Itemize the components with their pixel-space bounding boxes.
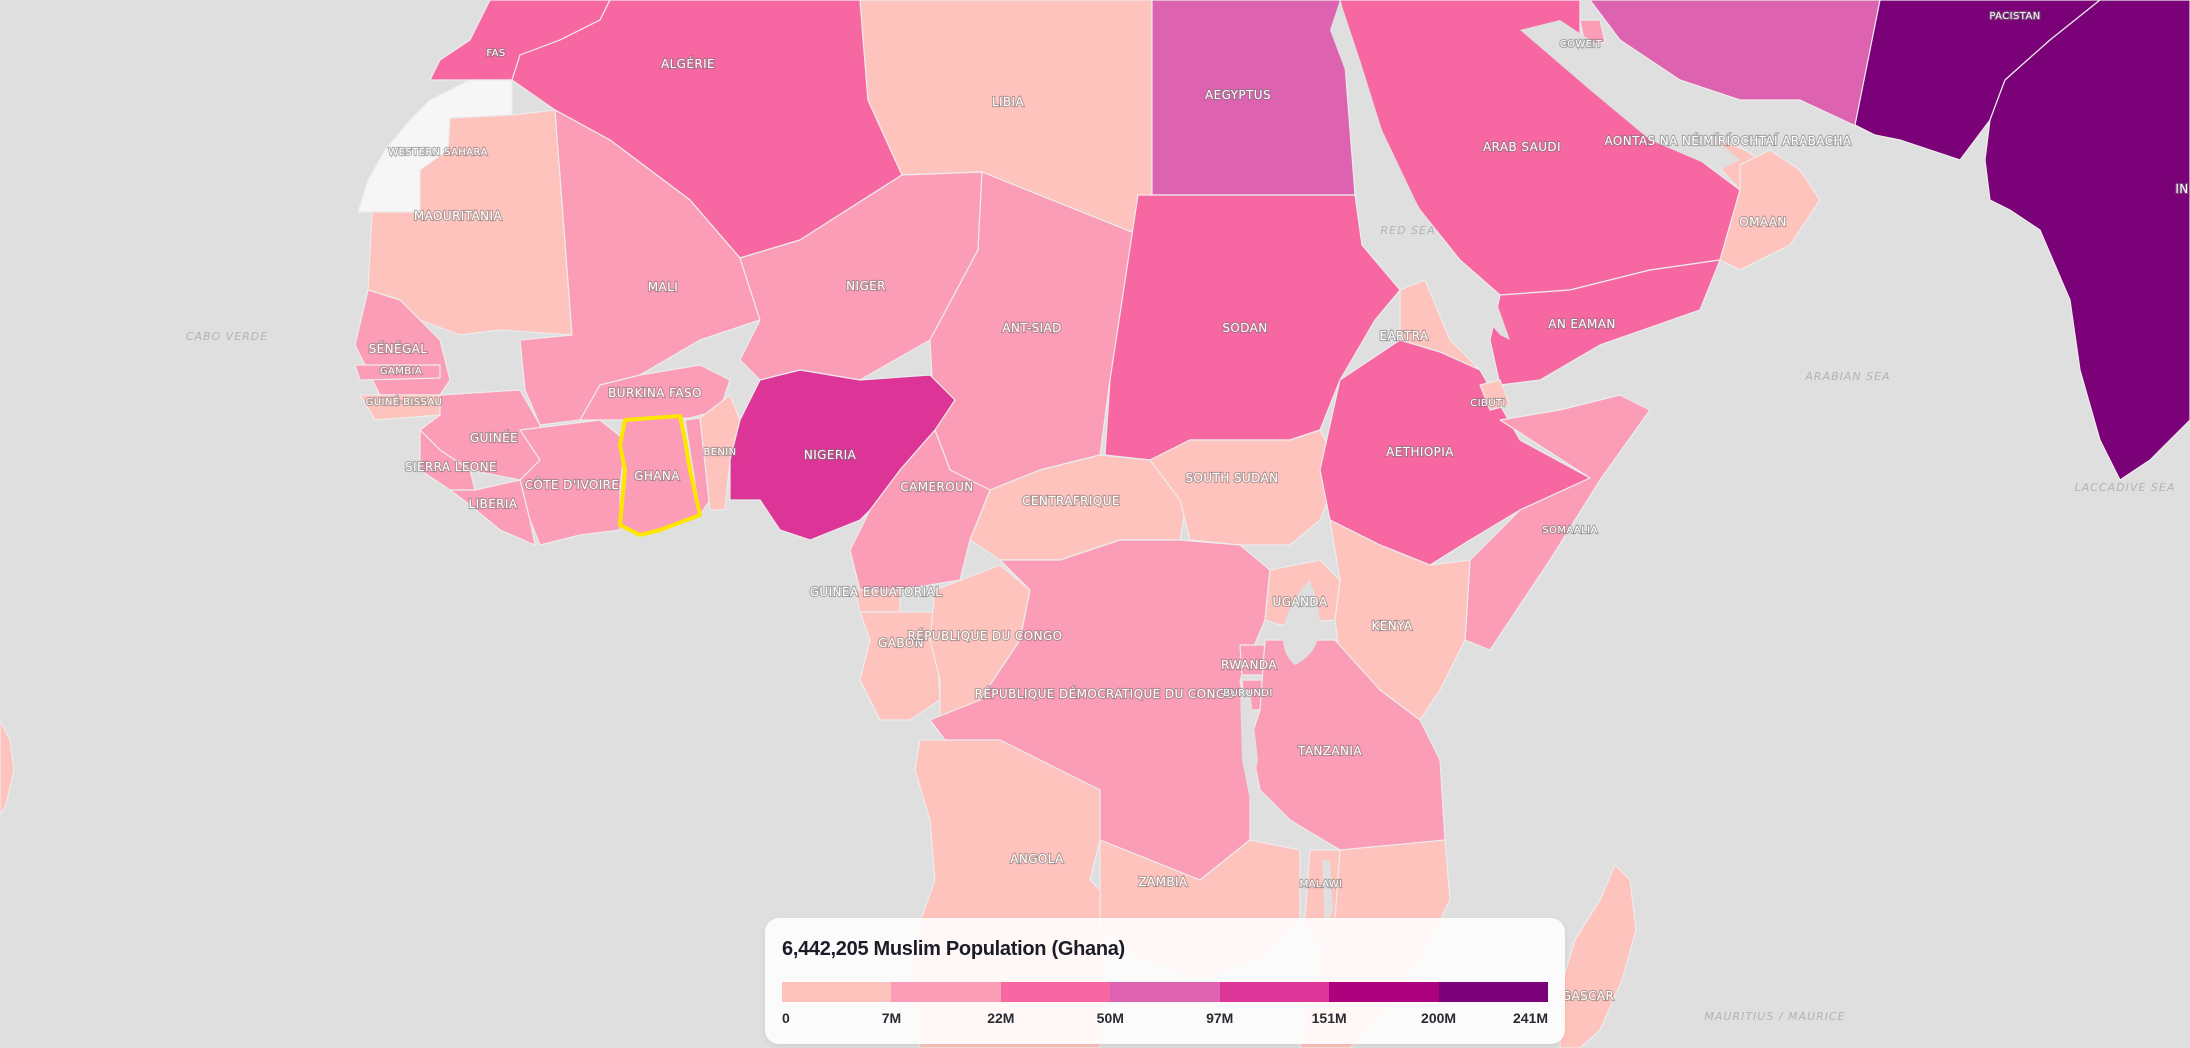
country-liberia[interactable] bbox=[449, 479, 536, 546]
label-uganda: UGANDA bbox=[1273, 595, 1328, 609]
label-cameroon: CAMEROUN bbox=[900, 480, 973, 494]
label-yemen: AN EAMAN bbox=[1548, 317, 1616, 331]
label-arabian-sea: ARABIAN SEA bbox=[1804, 370, 1890, 383]
label-malawi: MALAWI bbox=[1300, 879, 1343, 890]
legend-swatch bbox=[1329, 982, 1439, 1002]
label-oman: OMAAN bbox=[1739, 215, 1787, 229]
label-equatorial-guinea: GUINEA ECUATORIAL bbox=[810, 585, 943, 599]
ghana-selection-outline[interactable] bbox=[618, 414, 702, 537]
legend-tick-label: 22M bbox=[987, 1010, 1015, 1026]
label-fas: FAS bbox=[486, 48, 505, 59]
country-niger[interactable] bbox=[739, 171, 983, 381]
label-gambia: GAMBIA bbox=[380, 366, 422, 377]
label-cote-divoire: CÔTE D'IVOIRE bbox=[525, 477, 620, 492]
label-djibouti: CIBUTI bbox=[1470, 398, 1506, 409]
legend-swatch bbox=[1438, 982, 1548, 1002]
country-somalia[interactable] bbox=[1464, 394, 1651, 651]
label-south-sudan: SOUTH SUDAN bbox=[1185, 471, 1278, 485]
label-somalia: SOMAALIA bbox=[1542, 525, 1597, 536]
lake-victoria bbox=[1283, 580, 1320, 665]
label-madagascar: GASCAR bbox=[1562, 989, 1614, 1003]
label-mauritius: MAURITIUS / MAURICE bbox=[1704, 1010, 1845, 1023]
label-mali: MALI bbox=[648, 280, 678, 294]
country-labels: FAS ALGÉRIE LIBIA AEGYPTUS WESTERN SAHAR… bbox=[365, 10, 2190, 1004]
country-gambia[interactable] bbox=[354, 364, 441, 381]
legend-tick-label: 7M bbox=[881, 1010, 902, 1026]
label-niger: NIGER bbox=[846, 279, 886, 293]
legend-swatch bbox=[891, 982, 1001, 1002]
persian-gulf bbox=[1520, 20, 1740, 170]
legend-tick-label: 97M bbox=[1206, 1010, 1234, 1026]
label-mauritania: MAOURITANIA bbox=[414, 209, 503, 223]
label-car: CENTRAFRIQUE bbox=[1022, 494, 1120, 508]
label-ghana: GHANA bbox=[634, 469, 680, 483]
label-libia: LIBIA bbox=[992, 95, 1025, 109]
label-rwanda: RWANDA bbox=[1221, 658, 1277, 672]
country-guinea[interactable] bbox=[419, 389, 541, 481]
lake-tanganyika bbox=[1240, 690, 1258, 800]
legend-tick-label: 50M bbox=[1096, 1010, 1124, 1026]
label-liberia: LIBERIA bbox=[469, 497, 518, 511]
legend-tick-label: 151M bbox=[1311, 1010, 1347, 1026]
red-sea bbox=[1330, 0, 1510, 340]
label-saudi: ARAB SAUDI bbox=[1483, 140, 1561, 154]
label-ethiopia: AETHIOPIA bbox=[1386, 445, 1454, 459]
country-cote-divoire[interactable] bbox=[519, 419, 626, 546]
country-yemen[interactable] bbox=[1489, 259, 1721, 386]
legend-tick-label: 0 bbox=[782, 1010, 790, 1026]
label-kuwait: COWEIT bbox=[1560, 39, 1603, 50]
label-uae: AONTAS NA NÉIMÍRÍOCHTAÍ ARABACHA bbox=[1604, 133, 1851, 148]
label-guinea: GUINÉE bbox=[470, 430, 518, 445]
label-zambia: ZAMBIA bbox=[1138, 875, 1188, 889]
country-madagascar[interactable] bbox=[1559, 864, 1637, 1048]
legend-swatch bbox=[1110, 982, 1220, 1002]
label-chad: ANT-SIAD bbox=[1002, 321, 1062, 335]
label-cabo-verde: CABO VERDE bbox=[186, 330, 268, 343]
label-sierra-leone: SIERRA LEONE bbox=[405, 460, 497, 474]
legend-swatch bbox=[1219, 982, 1330, 1002]
legend-swatch bbox=[1000, 982, 1111, 1002]
label-red-sea: RED SEA bbox=[1380, 224, 1435, 237]
country-india[interactable] bbox=[1984, 0, 2190, 481]
country-djibouti[interactable] bbox=[1479, 379, 1511, 411]
lake-malawi bbox=[1322, 860, 1333, 930]
country-kenya[interactable] bbox=[1329, 519, 1471, 721]
legend-title: 6,442,205 Muslim Population (Ghana) bbox=[782, 938, 1125, 960]
place-labels: CABO VERDE RED SEA ARABIAN SEA LACCADIVE… bbox=[186, 224, 2176, 1023]
country-burkina-faso[interactable] bbox=[579, 364, 731, 421]
country-oman[interactable] bbox=[1719, 149, 1821, 271]
label-aegyptus: AEGYPTUS bbox=[1205, 88, 1271, 102]
label-eritrea: EARTRA bbox=[1379, 329, 1428, 343]
label-kenya: KENYA bbox=[1371, 619, 1412, 633]
label-pakistan: PACISTAN bbox=[1989, 11, 2040, 22]
label-india: IN bbox=[2175, 182, 2188, 196]
label-benin: BENIN bbox=[703, 447, 736, 458]
label-gabon: GABON bbox=[878, 636, 924, 650]
label-laccadive-sea: LACCADIVE SEA bbox=[2075, 481, 2176, 494]
legend-color-scale bbox=[782, 982, 1548, 1002]
label-senegal: SÉNÉGAL bbox=[369, 341, 428, 356]
label-burundi: BURUNDI bbox=[1223, 688, 1272, 699]
label-nigeria: NIGERIA bbox=[804, 448, 857, 462]
label-tanzania: TANZANIA bbox=[1297, 744, 1362, 758]
label-burkina-faso: BURKINA FASO bbox=[608, 386, 702, 400]
legend-ticks: 0 7M 22M 50M 97M 151M 200M 241M bbox=[782, 1010, 1548, 1030]
label-drc: RÉPUBLIQUE DÉMOCRATIQUE DU CONGO bbox=[975, 686, 1236, 701]
legend-tick-label: 200M bbox=[1421, 1010, 1457, 1026]
label-western-sahara: WESTERN SAHARA bbox=[388, 147, 487, 158]
label-algerie: ALGÉRIE bbox=[661, 56, 715, 71]
label-congo: RÉPUBLIQUE DU CONGO bbox=[907, 628, 1062, 643]
country-brazil-edge[interactable] bbox=[0, 719, 15, 816]
label-sudan: SODAN bbox=[1222, 321, 1267, 335]
legend-swatch bbox=[782, 982, 892, 1002]
legend-tick-label: 241M bbox=[1512, 1010, 1548, 1026]
legend-panel: 6,442,205 Muslim Population (Ghana) 0 7M 2… bbox=[765, 918, 1565, 1044]
label-angola: ANGOLA bbox=[1010, 852, 1064, 866]
label-guinea-bissau: GUINÉ-BISSAU bbox=[366, 395, 443, 408]
